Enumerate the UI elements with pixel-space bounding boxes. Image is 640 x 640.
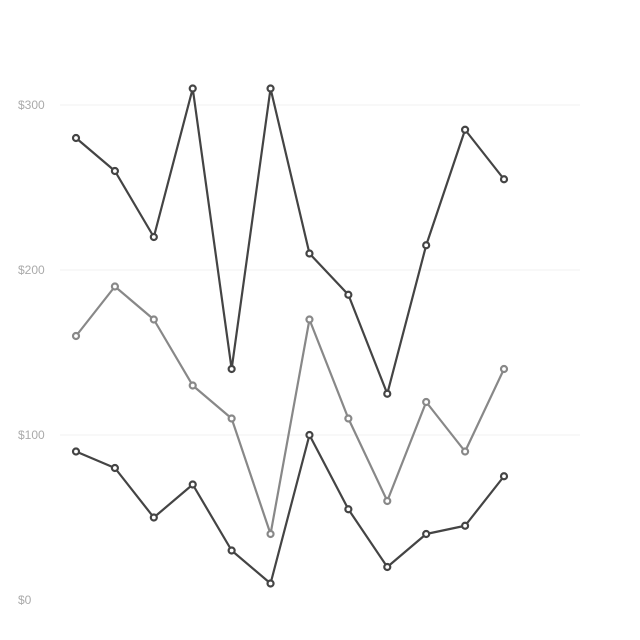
data-point[interactable] (305, 249, 314, 258)
data-point[interactable] (149, 232, 158, 242)
series-line (74, 87, 506, 395)
data-point[interactable] (188, 84, 197, 93)
data-point[interactable] (460, 521, 470, 530)
y-tick-label: $0 (18, 593, 32, 607)
data-point[interactable] (344, 505, 353, 514)
series-1 (71, 84, 509, 398)
y-tick-label: $100 (18, 428, 45, 442)
data-point[interactable] (383, 389, 392, 398)
data-point[interactable] (227, 414, 236, 423)
data-point[interactable] (305, 430, 314, 440)
data-point[interactable] (344, 290, 353, 299)
data-point[interactable] (305, 315, 314, 324)
data-point[interactable] (499, 364, 509, 374)
y-tick-label: $200 (18, 263, 45, 277)
data-point[interactable] (110, 166, 120, 176)
data-point[interactable] (460, 447, 470, 456)
data-point[interactable] (149, 315, 158, 324)
grid-lines (60, 104, 580, 436)
data-point[interactable] (110, 463, 120, 473)
y-axis-tick-labels: $0 $100 $200 $300 (18, 98, 45, 607)
data-point[interactable] (149, 513, 158, 522)
data-point[interactable] (383, 562, 392, 572)
data-point[interactable] (266, 529, 275, 539)
series-line (74, 285, 506, 536)
data-point[interactable] (422, 397, 431, 407)
data-point[interactable] (499, 175, 509, 184)
data-point[interactable] (188, 381, 197, 390)
data-point[interactable] (383, 496, 392, 506)
series-line (74, 433, 506, 585)
data-point[interactable] (227, 364, 236, 374)
data-point[interactable] (422, 529, 431, 539)
data-point[interactable] (460, 125, 470, 134)
series-2 (71, 282, 509, 539)
data-point[interactable] (344, 414, 353, 423)
data-point[interactable] (266, 84, 275, 93)
series-group (71, 84, 509, 588)
data-point[interactable] (71, 447, 81, 456)
data-point[interactable] (71, 331, 81, 341)
data-point[interactable] (110, 282, 120, 291)
y-tick-label: $300 (18, 98, 45, 112)
data-point[interactable] (266, 579, 275, 588)
data-point[interactable] (227, 546, 236, 555)
data-point[interactable] (188, 480, 197, 489)
data-point[interactable] (422, 241, 431, 250)
data-point[interactable] (71, 133, 81, 143)
data-point[interactable] (499, 472, 509, 481)
series-3 (71, 430, 509, 588)
